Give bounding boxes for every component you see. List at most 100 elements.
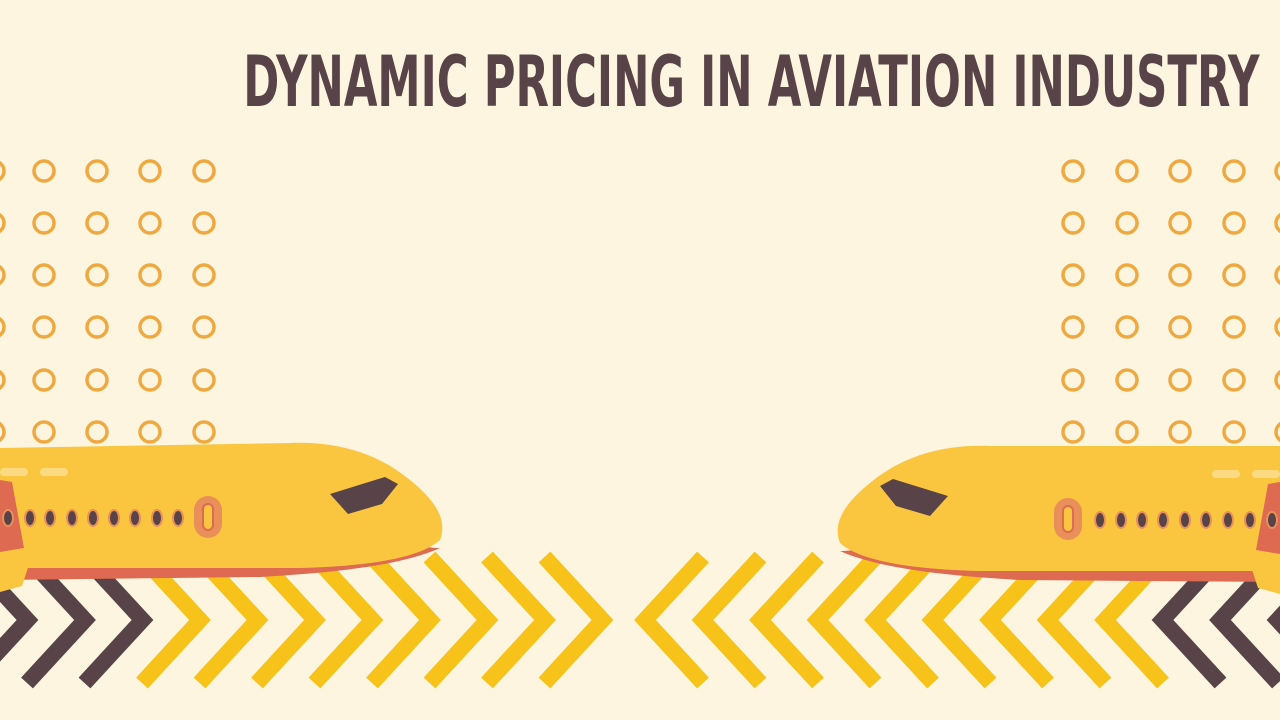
ring-dot-icon [32, 263, 56, 287]
cabin-window [44, 509, 56, 527]
ring-dot-icon [1274, 212, 1280, 234]
ring-dot-icon [85, 159, 109, 183]
ring-dot-icon [32, 159, 56, 183]
ring-dot-icon [1115, 368, 1139, 392]
ring-dot-icon [0, 212, 6, 234]
ring-dot-icon [192, 315, 216, 339]
chevron-arrow-icon [0, 578, 39, 662]
ring-dot-icon [1222, 159, 1246, 183]
plane-left-highlight [0, 468, 28, 476]
ring-dot-icon [1168, 211, 1192, 235]
airplane-nose-left-icon [837, 445, 1280, 594]
chevron-arrow-icon [251, 551, 326, 689]
ring-dot-icon [85, 420, 109, 444]
ring-dot-icon [1222, 420, 1246, 444]
ring-dot-icon [32, 211, 56, 235]
cabin-window [172, 509, 184, 527]
plane-right-highlight [1252, 470, 1280, 478]
ring-dot-icon [32, 420, 56, 444]
ring-dots-left [0, 159, 216, 444]
ring-dot-icon [0, 316, 6, 338]
ring-dot-icon [138, 159, 162, 183]
cabin-window [1200, 511, 1212, 529]
ring-dot-icon [1061, 263, 1085, 287]
ring-dot-icon [1168, 420, 1192, 444]
ring-dot-icon [1274, 264, 1280, 286]
airplane-nose-right-icon [0, 442, 443, 592]
chevron-arrow-icon [423, 551, 499, 689]
plane-right-windows [1094, 511, 1278, 529]
ring-dot-icon [192, 211, 216, 235]
plane-left-wing [0, 546, 35, 592]
ring-dot-icon [0, 369, 6, 391]
cabin-window [151, 509, 163, 527]
chevron-arrow-icon [1266, 605, 1280, 635]
ring-dot-icon [85, 211, 109, 235]
cabin-window [66, 509, 78, 527]
ring-dot-icon [85, 263, 109, 287]
chevron-arrow-icon [806, 551, 882, 689]
plane-left-windows [2, 509, 184, 527]
ring-dot-icon [1061, 368, 1085, 392]
ring-dot-icon [1115, 263, 1139, 287]
ring-dot-icon [1168, 159, 1192, 183]
plane-left-highlight-2 [40, 468, 68, 476]
ring-dot-icon [138, 211, 162, 235]
ring-dot-icon [1061, 315, 1085, 339]
ring-dot-icon [138, 315, 162, 339]
ring-dot-icon [85, 368, 109, 392]
ring-dot-icon [0, 421, 6, 443]
cabin-window [1136, 511, 1148, 529]
plane-right-cockpit-window [880, 479, 948, 516]
ring-dot-icon [138, 368, 162, 392]
slide-title: DYNAMIC PRICING IN AVIATION INDUSTRY [243, 41, 1260, 123]
chevron-arrow-icon [481, 551, 556, 689]
ring-dot-icon [1061, 211, 1085, 235]
chevron-arrow-icon [634, 551, 709, 689]
chevron-band [0, 551, 1280, 689]
chevron-arrow-icon [864, 551, 939, 689]
ring-dot-icon [32, 315, 56, 339]
cabin-window [1115, 511, 1127, 529]
ring-dot-icon [1274, 421, 1280, 443]
ring-dot-icon [1274, 369, 1280, 391]
ring-dot-icon [1115, 211, 1139, 235]
ring-dot-icon [1222, 211, 1246, 235]
ring-dot-icon [0, 160, 6, 182]
ring-dot-icon [1115, 315, 1139, 339]
ring-dot-icon [138, 263, 162, 287]
chevron-arrow-icon [921, 551, 997, 689]
cabin-window [87, 509, 99, 527]
ring-dot-icon [1115, 420, 1139, 444]
cabin-window [24, 509, 36, 527]
ring-dot-icon [192, 368, 216, 392]
cabin-window [1266, 511, 1278, 529]
ring-dot-icon [1222, 263, 1246, 287]
plane-right-door [1054, 498, 1082, 540]
plane-right-wing [1245, 548, 1280, 594]
plane-right-highlight-2 [1212, 470, 1240, 478]
chevron-arrow-icon [308, 551, 384, 689]
ring-dot-icon [1168, 368, 1192, 392]
chevron-arrow-icon [749, 551, 824, 689]
ring-dot-icon [192, 263, 216, 287]
chevron-arrow-icon [691, 551, 767, 689]
chevron-arrow-icon [538, 551, 614, 689]
cabin-window [1157, 511, 1169, 529]
ring-dot-icon [85, 315, 109, 339]
ring-dot-icon [1168, 315, 1192, 339]
cabin-window [1179, 511, 1191, 529]
ring-dot-icon [1274, 160, 1280, 182]
ring-dot-icon [32, 368, 56, 392]
ring-dot-icon [138, 420, 162, 444]
plane-left-door [194, 496, 222, 538]
plane-left-cockpit-window [330, 477, 398, 514]
cabin-window [1094, 511, 1106, 529]
ring-dot-icon [1115, 159, 1139, 183]
ring-dot-icon [192, 420, 216, 444]
ring-dot-icon [1274, 316, 1280, 338]
cabin-window [2, 509, 14, 527]
ring-dot-icon [192, 159, 216, 183]
ring-dot-icon [1222, 315, 1246, 339]
